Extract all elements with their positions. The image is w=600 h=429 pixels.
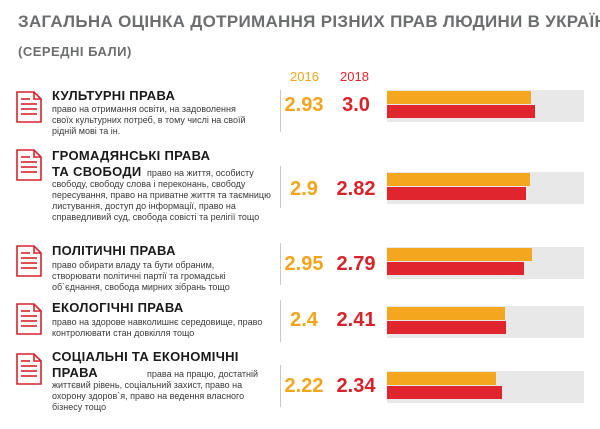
value-2016: 2.95 — [284, 253, 324, 275]
category-title: ПОЛІТИЧНІ ПРАВА — [52, 243, 176, 258]
document-icon — [16, 353, 42, 385]
bar-2018 — [387, 321, 506, 334]
value-2018: 2.82 — [336, 178, 376, 200]
bar-2018 — [387, 187, 526, 200]
category-title: СОЦІАЛЬНІ ТА ЕКОНОМІЧНІ ПРАВА — [52, 349, 239, 380]
divider-line — [280, 166, 281, 208]
value-2016: 2.9 — [290, 178, 318, 200]
value-2016: 2.22 — [284, 375, 324, 397]
category-description: право на здорове навколишнє середовище, … — [52, 317, 263, 338]
bar-2016 — [387, 91, 531, 104]
bar-2018 — [387, 105, 535, 118]
chart-subtitle: (СЕРЕДНІ БАЛИ) — [18, 44, 132, 59]
bar-2016 — [387, 307, 505, 320]
document-icon — [16, 149, 42, 181]
bar-2018 — [387, 386, 502, 399]
bar-2016 — [387, 173, 530, 186]
document-icon — [16, 91, 42, 123]
document-icon — [16, 245, 42, 277]
document-icon — [16, 303, 42, 335]
category-description: права на працю, достатній життєвий рівен… — [52, 369, 259, 412]
category-title: ЕКОЛОГІЧНІ ПРАВА — [52, 300, 184, 315]
divider-line — [280, 365, 281, 407]
chart-title: ЗАГАЛЬНА ОЦІНКА ДОТРИМАННЯ РІЗНИХ ПРАВ Л… — [18, 12, 600, 31]
category-description: право на отримання освіти, на задоволенн… — [52, 104, 246, 136]
bar-2016 — [387, 372, 496, 385]
value-2018: 2.34 — [336, 375, 376, 397]
category-description: право обирати владу та бути обраним, ств… — [52, 260, 230, 292]
value-2018: 2.79 — [336, 253, 376, 275]
divider-line — [280, 243, 281, 285]
bar-2016 — [387, 248, 532, 261]
value-2016: 2.4 — [290, 309, 318, 331]
legend-2018: 2018 — [340, 69, 369, 84]
category-title: КУЛЬТУРНІ ПРАВА — [52, 88, 176, 103]
value-2018: 2.41 — [336, 309, 376, 331]
divider-line — [280, 300, 281, 342]
divider-line — [280, 90, 281, 132]
value-2016: 2.93 — [284, 94, 324, 116]
value-2018: 3.0 — [342, 94, 370, 116]
legend-2016: 2016 — [290, 69, 319, 84]
category-title: ГРОМАДЯНСЬКІ ПРАВА ТА СВОБОДИ — [52, 148, 211, 179]
category-description: право на життя, особисту свободу, свобод… — [52, 168, 271, 222]
bar-2018 — [387, 262, 524, 275]
